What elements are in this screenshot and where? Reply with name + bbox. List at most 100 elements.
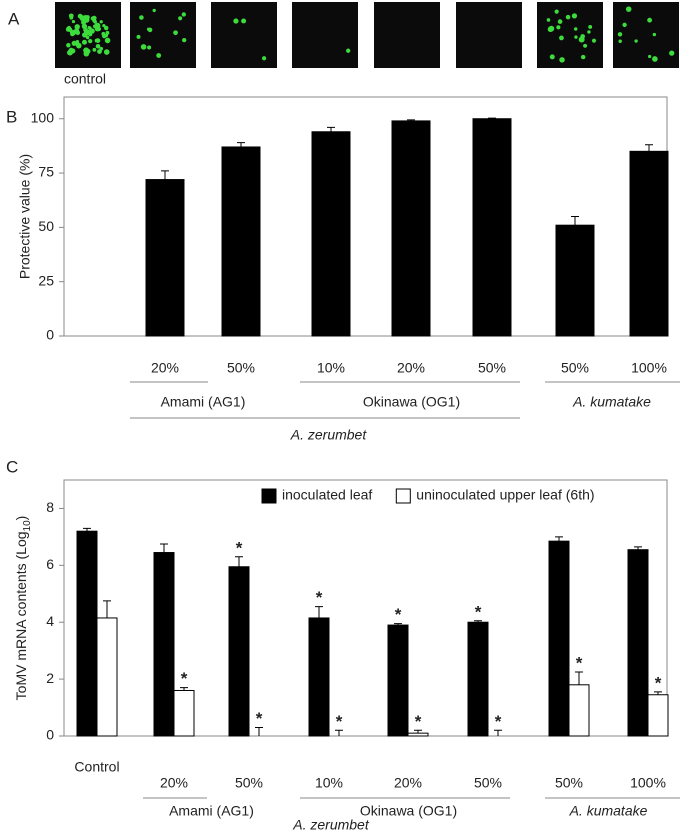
x-tick-label: 50% bbox=[561, 360, 589, 376]
x-tick-label: 50% bbox=[555, 775, 583, 791]
fluorescent-spot bbox=[102, 23, 106, 28]
bar bbox=[647, 694, 669, 737]
bar bbox=[228, 566, 250, 737]
plot-frame bbox=[63, 479, 668, 737]
fluorescent-spot bbox=[94, 38, 99, 43]
y-axis-label-part: ) bbox=[13, 516, 29, 521]
error-bar bbox=[645, 144, 653, 152]
group-label: Okinawa (OG1) bbox=[360, 803, 457, 819]
fluorescent-spot bbox=[147, 45, 152, 50]
error-bar bbox=[394, 623, 402, 626]
fluorescent-spot bbox=[99, 20, 103, 24]
fluorescent-spot bbox=[71, 19, 76, 24]
fluorescent-spot bbox=[669, 50, 675, 56]
significance-marker: * bbox=[181, 669, 188, 688]
fluorescent-spot bbox=[647, 17, 653, 23]
error-bar bbox=[407, 119, 415, 121]
significance-marker: * bbox=[576, 653, 583, 672]
y-tick-label: 2 bbox=[46, 670, 54, 686]
fluorescent-spot bbox=[559, 57, 565, 63]
fluorescent-spot bbox=[625, 6, 632, 12]
fluorescent-spot bbox=[81, 19, 87, 25]
y-tick-label: 8 bbox=[46, 499, 54, 515]
legend-label: inoculated leaf bbox=[282, 487, 372, 503]
fluorescent-spot bbox=[554, 9, 559, 14]
y-tick-label: 50 bbox=[38, 218, 54, 234]
fluorescent-spot bbox=[105, 39, 110, 44]
fluorescent-spot bbox=[617, 32, 623, 37]
fluorescent-spot bbox=[634, 39, 638, 43]
fluorescent-spot bbox=[556, 25, 561, 30]
y-axis-label-part: 10 bbox=[22, 520, 33, 532]
fluorescent-spot bbox=[261, 56, 267, 61]
bar bbox=[145, 179, 185, 337]
fluorescent-spot bbox=[70, 31, 75, 37]
y-axis-label-part: ToMV mRNA contents (Log bbox=[13, 531, 29, 700]
bar bbox=[472, 118, 512, 337]
fluorescent-spot bbox=[587, 30, 591, 34]
x-tick-label: 10% bbox=[317, 360, 345, 376]
fluorescent-spot bbox=[622, 22, 627, 28]
fluorescent-spot bbox=[546, 18, 551, 22]
legend-swatch bbox=[395, 488, 411, 504]
fluorescent-spot bbox=[648, 54, 652, 59]
fluorescent-spot bbox=[74, 24, 80, 30]
x-tick-label: 10% bbox=[315, 775, 343, 791]
fluorescent-spot bbox=[618, 39, 622, 43]
micrograph bbox=[130, 2, 196, 68]
panel-label: C bbox=[6, 457, 18, 476]
bar bbox=[407, 732, 429, 737]
fluorescent-spot bbox=[81, 39, 87, 45]
fluorescent-spot bbox=[77, 13, 83, 19]
fluorescent-spot bbox=[181, 12, 186, 17]
group-label: Amami (AG1) bbox=[161, 394, 246, 410]
bar bbox=[391, 120, 431, 337]
fluorescent-spot bbox=[93, 19, 97, 24]
bar bbox=[568, 684, 590, 737]
group-label: Okinawa (OG1) bbox=[363, 394, 460, 410]
x-tick-label: 50% bbox=[235, 775, 263, 791]
error-bar bbox=[634, 546, 642, 550]
bar bbox=[96, 617, 118, 737]
fluorescent-spot bbox=[82, 32, 88, 38]
fluorescent-spot bbox=[588, 24, 593, 29]
bar bbox=[308, 617, 330, 737]
error-bar bbox=[160, 543, 168, 553]
error-bar bbox=[161, 170, 169, 180]
fluorescent-spot bbox=[557, 19, 563, 24]
fluorescent-spot bbox=[156, 53, 162, 58]
x-tick-label: 20% bbox=[397, 360, 425, 376]
significance-marker: * bbox=[495, 712, 502, 731]
fluorescent-spot bbox=[85, 35, 90, 40]
x-tick-label: 100% bbox=[630, 775, 666, 791]
micrograph bbox=[456, 2, 522, 68]
micrograph bbox=[613, 2, 679, 68]
error-bar bbox=[315, 606, 323, 618]
x-tick-label: 100% bbox=[631, 360, 667, 376]
x-tick-label: 50% bbox=[474, 775, 502, 791]
supergroup-label: A. zerumbet bbox=[292, 817, 370, 831]
fluorescent-spot bbox=[233, 18, 239, 24]
fluorescent-spot bbox=[548, 25, 555, 32]
bar bbox=[629, 150, 669, 337]
bar bbox=[627, 549, 649, 737]
fluorescent-spot bbox=[92, 47, 97, 52]
fluorescent-spot bbox=[104, 33, 109, 38]
fluorescent-spot bbox=[81, 23, 88, 30]
fluorescent-spot bbox=[136, 34, 141, 39]
fluorescent-spot bbox=[94, 25, 101, 32]
micrograph-row bbox=[55, 2, 679, 68]
error-bar bbox=[103, 600, 111, 618]
error-bar bbox=[474, 620, 482, 623]
fluorescent-spot bbox=[83, 27, 88, 33]
fluorescent-spot bbox=[90, 16, 96, 21]
fluorescent-spot bbox=[139, 15, 144, 20]
fluorescent-spot bbox=[69, 15, 74, 20]
fluorescent-spot bbox=[67, 27, 73, 33]
fluorescent-spot bbox=[103, 25, 109, 31]
error-bar bbox=[654, 691, 662, 695]
micrograph bbox=[537, 2, 603, 68]
fluorescent-spot bbox=[105, 30, 110, 35]
fluorescent-spot bbox=[652, 56, 658, 62]
